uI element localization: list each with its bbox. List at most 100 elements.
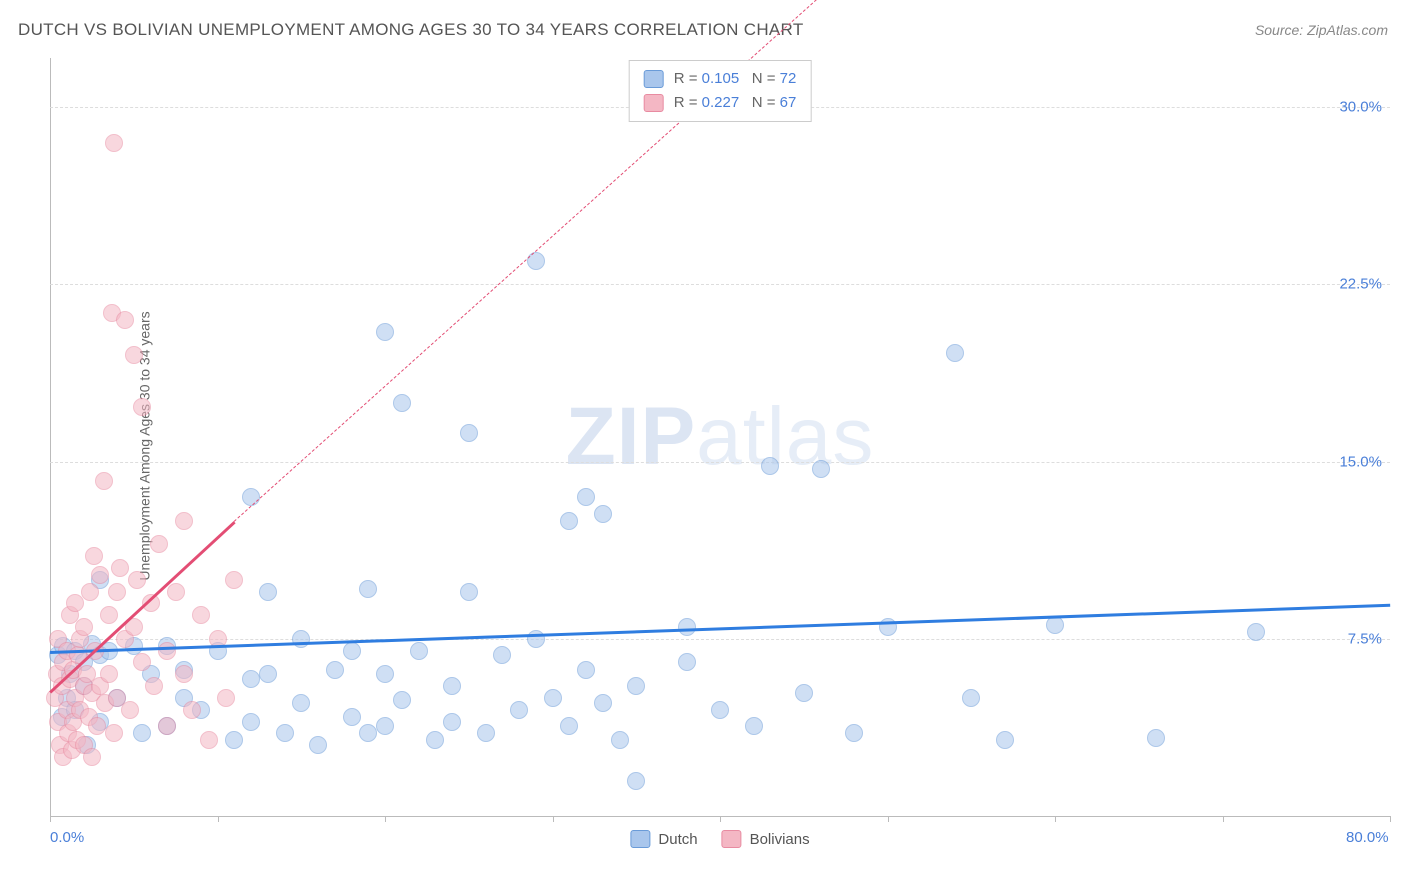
x-tick-mark — [1390, 816, 1391, 822]
data-point — [678, 653, 696, 671]
y-tick-label: 22.5% — [1339, 276, 1382, 293]
data-point — [85, 547, 103, 565]
data-point — [343, 642, 361, 660]
data-point — [217, 689, 235, 707]
scatter-plot: ZIPatlas 7.5%15.0%22.5%30.0%0.0%80.0%R =… — [50, 58, 1390, 848]
data-point — [946, 344, 964, 362]
data-point — [150, 535, 168, 553]
data-point — [577, 488, 595, 506]
data-point — [75, 618, 93, 636]
legend-series-item: Dutch — [630, 830, 697, 848]
data-point — [105, 724, 123, 742]
data-point — [66, 594, 84, 612]
data-point — [745, 717, 763, 735]
data-point — [711, 701, 729, 719]
legend-series-label: Dutch — [658, 831, 697, 848]
x-tick-mark — [1223, 816, 1224, 822]
data-point — [795, 684, 813, 702]
data-point — [1247, 623, 1265, 641]
y-tick-label: 7.5% — [1348, 630, 1382, 647]
data-point — [100, 665, 118, 683]
legend-stats: R = 0.105 N = 72R = 0.227 N = 67 — [629, 60, 812, 122]
data-point — [611, 731, 629, 749]
data-point — [158, 717, 176, 735]
data-point — [111, 559, 129, 577]
data-point — [1046, 616, 1064, 634]
legend-series-label: Bolivians — [750, 831, 810, 848]
y-tick-label: 15.0% — [1339, 453, 1382, 470]
chart-title: DUTCH VS BOLIVIAN UNEMPLOYMENT AMONG AGE… — [18, 20, 804, 40]
data-point — [225, 571, 243, 589]
data-point — [121, 701, 139, 719]
legend-swatch — [630, 830, 650, 848]
data-point — [560, 512, 578, 530]
data-point — [1147, 729, 1165, 747]
data-point — [292, 630, 310, 648]
data-point — [116, 311, 134, 329]
x-tick-mark — [385, 816, 386, 822]
data-point — [200, 731, 218, 749]
data-point — [88, 717, 106, 735]
x-tick-mark — [720, 816, 721, 822]
data-point — [259, 665, 277, 683]
data-point — [510, 701, 528, 719]
data-point — [100, 606, 118, 624]
x-tick-mark — [218, 816, 219, 822]
data-point — [443, 677, 461, 695]
data-point — [133, 724, 151, 742]
legend-stats-row: R = 0.105 N = 72 — [644, 67, 797, 91]
data-point — [259, 583, 277, 601]
x-tick-label: 80.0% — [1346, 829, 1389, 846]
y-tick-label: 30.0% — [1339, 99, 1382, 116]
data-point — [133, 653, 151, 671]
source-attribution: Source: ZipAtlas.com — [1255, 22, 1388, 38]
data-point — [594, 694, 612, 712]
data-point — [359, 724, 377, 742]
x-tick-label: 0.0% — [50, 829, 84, 846]
title-bar: DUTCH VS BOLIVIAN UNEMPLOYMENT AMONG AGE… — [18, 20, 1388, 40]
data-point — [128, 571, 146, 589]
legend-stats-text: R = 0.105 N = 72 — [674, 67, 797, 91]
data-point — [426, 731, 444, 749]
legend-series-item: Bolivians — [722, 830, 810, 848]
data-point — [91, 566, 109, 584]
data-point — [761, 457, 779, 475]
data-point — [376, 665, 394, 683]
legend-swatch — [644, 70, 664, 88]
data-point — [376, 717, 394, 735]
data-point — [493, 646, 511, 664]
x-tick-mark — [50, 816, 51, 822]
data-point — [292, 694, 310, 712]
data-point — [158, 642, 176, 660]
data-point — [145, 677, 163, 695]
data-point — [577, 661, 595, 679]
data-point — [326, 661, 344, 679]
data-point — [460, 583, 478, 601]
data-point — [527, 630, 545, 648]
x-tick-mark — [888, 816, 889, 822]
data-point — [225, 731, 243, 749]
data-point — [81, 583, 99, 601]
data-point — [95, 472, 113, 490]
legend-swatch — [644, 94, 664, 112]
data-point — [125, 346, 143, 364]
data-point — [242, 713, 260, 731]
gridline-h — [50, 462, 1390, 463]
x-tick-mark — [553, 816, 554, 822]
data-point — [627, 677, 645, 695]
data-point — [175, 512, 193, 530]
legend-series: Dutch Bolivians — [630, 830, 809, 848]
data-point — [812, 460, 830, 478]
data-point — [443, 713, 461, 731]
legend-stats-row: R = 0.227 N = 67 — [644, 91, 797, 115]
data-point — [544, 689, 562, 707]
data-point — [560, 717, 578, 735]
data-point — [108, 583, 126, 601]
data-point — [343, 708, 361, 726]
data-point — [594, 505, 612, 523]
legend-swatch — [722, 830, 742, 848]
data-point — [359, 580, 377, 598]
data-point — [996, 731, 1014, 749]
data-point — [105, 134, 123, 152]
data-point — [460, 424, 478, 442]
